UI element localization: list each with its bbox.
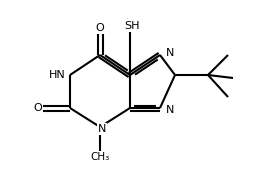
Text: O: O <box>34 103 42 113</box>
Text: N: N <box>166 105 174 115</box>
Text: HN: HN <box>49 70 66 80</box>
Text: N: N <box>166 48 174 58</box>
Text: N: N <box>98 124 106 134</box>
Text: O: O <box>96 23 104 33</box>
Text: CH₃: CH₃ <box>90 152 110 162</box>
Text: SH: SH <box>124 21 140 31</box>
